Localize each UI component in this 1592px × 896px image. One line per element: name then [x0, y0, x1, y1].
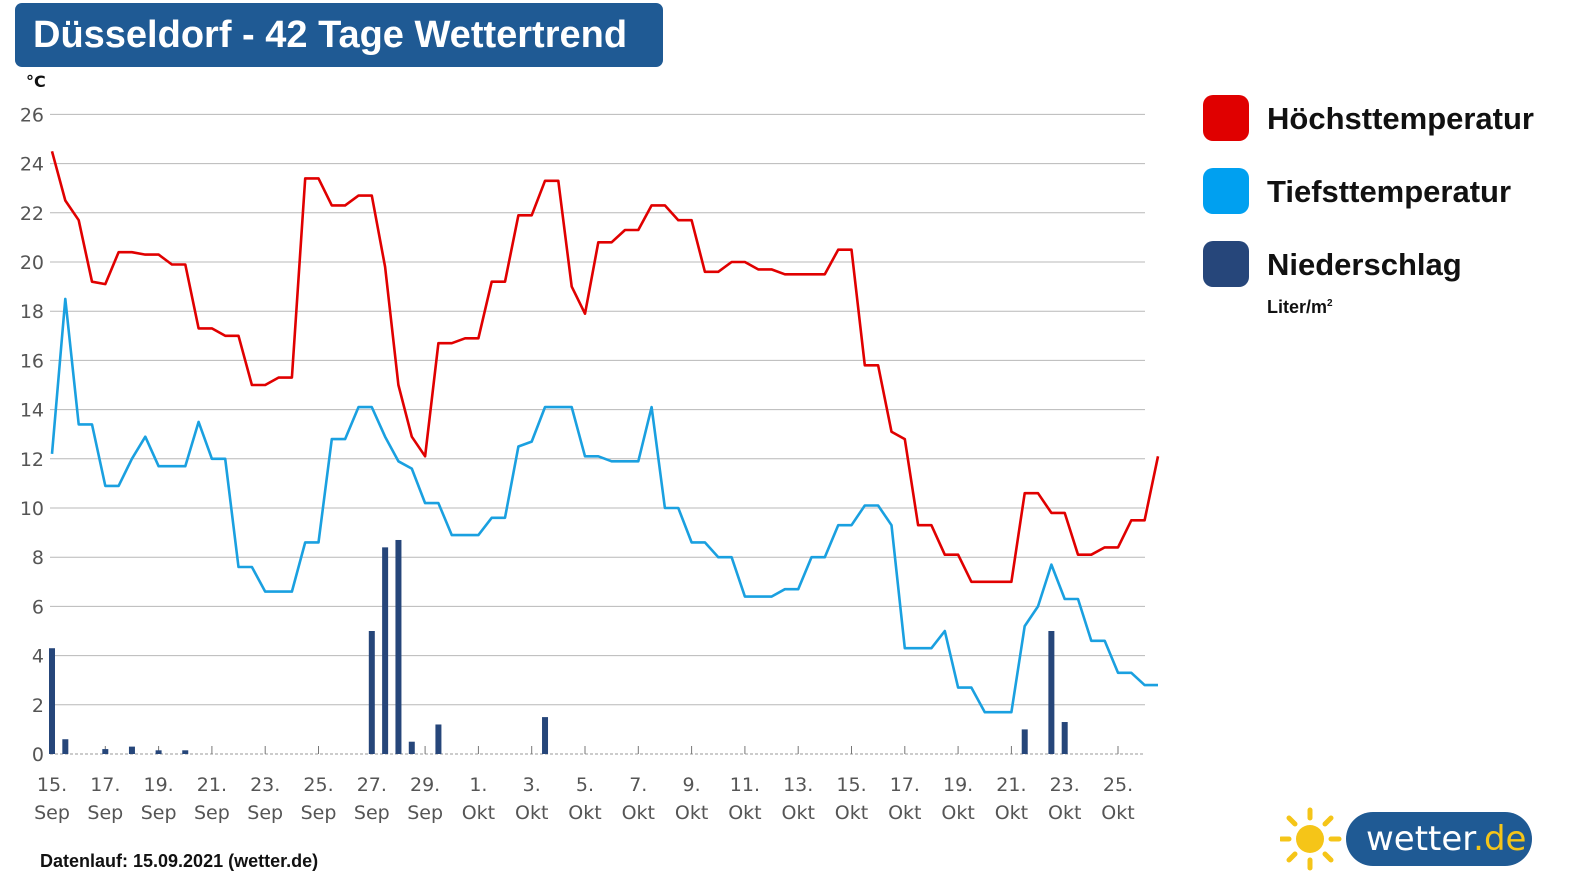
x-tick-label-day: 25.: [1103, 774, 1133, 796]
x-tick-label-month: Okt: [941, 802, 974, 824]
y-tick-label: 14: [20, 400, 44, 422]
y-tick-label: 20: [20, 252, 44, 274]
wetter-logo: wetter.de: [1280, 806, 1536, 872]
x-tick-label-day: 3.: [523, 774, 541, 796]
y-tick-label: 2: [32, 695, 44, 717]
x-tick-label-month: Okt: [728, 802, 761, 824]
x-tick-label-day: 19.: [143, 774, 173, 796]
y-tick-label: 0: [32, 744, 44, 766]
x-tick-label-month: Okt: [568, 802, 601, 824]
logo-text-main: wetter: [1366, 819, 1474, 859]
y-tick-label: 26: [20, 104, 44, 126]
legend-swatch-high: [1203, 95, 1249, 141]
x-tick-label-month: Okt: [781, 802, 814, 824]
precip-bar: [435, 724, 442, 754]
precip-bar: [1061, 722, 1068, 754]
x-tick-label-day: 17.: [890, 774, 920, 796]
x-tick-label-month: Sep: [141, 802, 177, 824]
precip-bar: [155, 750, 162, 754]
x-tick-label-month: Sep: [301, 802, 337, 824]
x-tick-label-month: Okt: [515, 802, 548, 824]
precip-bar: [408, 741, 415, 754]
high-temperature-line: [50, 150, 1160, 584]
x-tick-label-month: Sep: [247, 802, 283, 824]
y-tick-label: 8: [32, 547, 44, 569]
precip-bar: [542, 717, 549, 754]
y-tick-label: 24: [20, 154, 44, 176]
x-tick-label-month: Sep: [354, 802, 390, 824]
x-tick-label-day: 15.: [37, 774, 67, 796]
x-tick-label-day: 7.: [629, 774, 647, 796]
x-tick-label-day: 9.: [683, 774, 701, 796]
legend-label-low: Tiefsttemperatur: [1267, 174, 1512, 209]
x-tick-label-month: Okt: [995, 802, 1028, 824]
x-tick-label-day: 23.: [1050, 774, 1080, 796]
y-tick-label: 6: [32, 596, 44, 618]
x-tick-label-day: 13.: [783, 774, 813, 796]
x-tick-label-day: 21.: [996, 774, 1026, 796]
precip-bar: [128, 746, 135, 754]
x-tick-label-day: 25.: [303, 774, 333, 796]
x-tick-label-month: Okt: [622, 802, 655, 824]
legend-label-high: Höchsttemperatur: [1267, 101, 1534, 136]
x-tick-label-month: Sep: [34, 802, 70, 824]
legend-label-precip: Niederschlag: [1267, 247, 1462, 282]
y-tick-label: 22: [20, 203, 44, 225]
x-axis-ticks: 15. Sep 17. Sep 19. Sep 21. Sep 23. Sep 25. Sep 27. S…: [34, 746, 1135, 824]
x-tick-label-day: 21.: [197, 774, 227, 796]
precip-bar: [368, 631, 375, 754]
precip-bar: [102, 749, 109, 754]
sun-icon: [1280, 807, 1342, 871]
x-tick-label-day: 29.: [410, 774, 440, 796]
logo-text: wetter.de: [1346, 812, 1532, 866]
precip-unit: Liter/m2: [1267, 297, 1333, 318]
x-tick-label-day: 27.: [357, 774, 387, 796]
data-run-footer: Datenlauf: 15.09.2021 (wetter.de): [40, 851, 319, 871]
x-tick-label-day: 11.: [730, 774, 760, 796]
precip-unit-sup: 2: [1327, 298, 1333, 309]
grid-lines: [50, 113, 1145, 755]
chart-title: Düsseldorf - 42 Tage Wettertrend: [15, 3, 663, 67]
precip-bar: [1021, 729, 1028, 754]
y-tick-label: 10: [20, 498, 44, 520]
precip-bar: [62, 739, 69, 754]
x-tick-label-day: 23.: [250, 774, 280, 796]
x-tick-label-day: 5.: [576, 774, 594, 796]
y-tick-label: 18: [20, 301, 44, 323]
x-tick-label-day: 15.: [836, 774, 866, 796]
x-tick-label-month: Sep: [87, 802, 123, 824]
precip-bar: [1048, 631, 1055, 754]
precip-unit-text: Liter/m: [1267, 297, 1328, 317]
x-tick-label-month: Okt: [835, 802, 868, 824]
y-tick-label: 16: [20, 350, 44, 372]
x-tick-label-month: Sep: [407, 802, 443, 824]
x-tick-label-day: 17.: [90, 774, 120, 796]
y-axis-unit: °C: [26, 72, 46, 91]
x-tick-label-month: Okt: [1048, 802, 1081, 824]
precip-bar: [49, 648, 55, 754]
x-tick-label-month: Okt: [675, 802, 708, 824]
x-tick-label-day: 19.: [943, 774, 973, 796]
logo-text-suffix: .de: [1473, 819, 1527, 859]
precip-bar: [382, 547, 389, 754]
x-tick-label-day: 1.: [469, 774, 487, 796]
low-temperature-line: [50, 297, 1158, 714]
y-tick-label: 4: [32, 646, 44, 668]
x-tick-label-month: Okt: [1101, 802, 1134, 824]
precip-bar: [395, 539, 402, 754]
temperature-lines: [50, 150, 1160, 714]
x-tick-label-month: Okt: [888, 802, 921, 824]
y-tick-label: 12: [20, 449, 44, 471]
legend-swatch-low: [1203, 168, 1249, 214]
legend-swatch-precip: [1203, 241, 1249, 287]
precipitation-bars: [49, 539, 1068, 754]
x-tick-label-month: Okt: [462, 802, 495, 824]
precip-bar: [182, 750, 189, 754]
x-tick-label-month: Sep: [194, 802, 230, 824]
